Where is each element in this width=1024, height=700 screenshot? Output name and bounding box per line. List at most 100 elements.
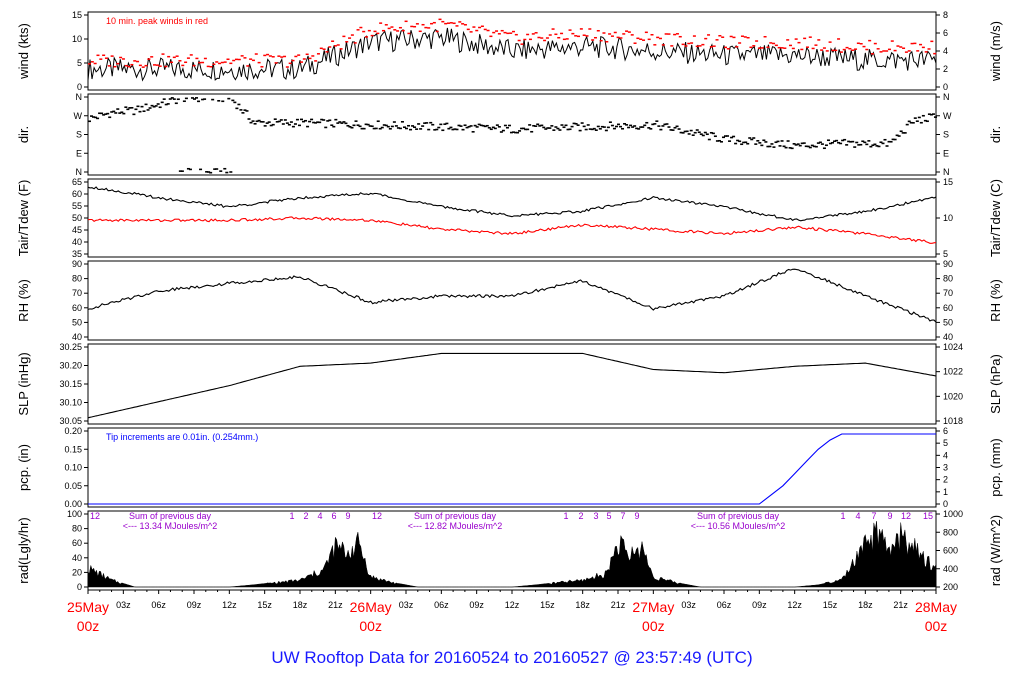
peak-wind-mark [138, 64, 142, 67]
direction-point [796, 143, 800, 145]
peak-wind-mark [673, 33, 677, 36]
direction-point [419, 128, 423, 130]
peak-wind-mark [401, 29, 405, 32]
direction-point [120, 111, 124, 114]
direction-point [748, 137, 752, 139]
peak-wind-mark [537, 36, 541, 39]
direction-point [336, 122, 340, 124]
direction-point [873, 143, 877, 146]
direction-point [885, 145, 889, 147]
peak-wind-mark [865, 48, 869, 51]
direction-point [897, 135, 901, 137]
time-tick-label: 18z [858, 600, 873, 610]
peak-wind-mark [825, 50, 829, 52]
series-line [87, 268, 937, 323]
peak-wind-mark [692, 35, 696, 37]
direction-point [415, 128, 419, 130]
peak-wind-mark [348, 37, 352, 39]
peak-wind-mark [427, 27, 431, 29]
y-tick-label-right: N [943, 92, 950, 102]
peak-wind-mark [709, 46, 713, 48]
peak-wind-mark [780, 47, 784, 49]
direction-point [138, 110, 142, 113]
peak-wind-mark [274, 62, 278, 64]
peak-wind-mark [314, 60, 318, 62]
direction-point [758, 142, 762, 144]
peak-wind-mark [127, 65, 131, 68]
peak-wind-mark [325, 51, 329, 53]
peak-wind-mark [653, 44, 657, 46]
peak-wind-mark [800, 48, 804, 51]
direction-point [814, 145, 818, 148]
direction-point [929, 113, 933, 116]
peak-wind-mark [444, 22, 448, 25]
direction-point [152, 105, 156, 108]
direction-point [413, 126, 417, 129]
peak-wind-mark [328, 46, 332, 48]
peak-wind-mark [136, 60, 140, 63]
peak-wind-mark [495, 30, 499, 32]
peak-wind-mark [690, 42, 694, 44]
direction-point [616, 123, 620, 126]
direction-point [669, 129, 673, 131]
y-tick-label-left: 0.15 [64, 444, 82, 454]
direction-point [526, 128, 530, 131]
direction-point [291, 125, 295, 128]
direction-point [612, 127, 616, 130]
direction-point [459, 125, 463, 127]
y-axis-label-right: dir. [988, 126, 1003, 143]
direction-point [249, 121, 253, 124]
radiation-area [87, 521, 937, 588]
peak-wind-mark [568, 29, 572, 31]
peak-wind-mark [543, 39, 547, 42]
y-tick-label-left: 30.10 [59, 398, 82, 408]
peak-wind-mark [794, 38, 798, 40]
direction-point [592, 127, 596, 130]
direction-point [859, 143, 863, 146]
direction-point [711, 132, 715, 135]
peak-wind-mark [336, 44, 340, 46]
daily-sum-label: Sum of previous day [697, 511, 780, 521]
peak-wind-mark [144, 64, 148, 67]
direction-point [356, 124, 360, 127]
peak-wind-mark [740, 35, 744, 37]
direction-point [621, 127, 625, 130]
direction-point [358, 125, 362, 128]
direction-point [518, 130, 522, 132]
direction-point [457, 124, 461, 127]
direction-point [439, 123, 443, 126]
direction-point [804, 145, 808, 148]
direction-point [505, 126, 509, 129]
peak-wind-mark [195, 57, 199, 60]
direction-point [237, 103, 241, 106]
y-tick-label-left: 5 [77, 58, 82, 68]
direction-point [580, 122, 584, 124]
peak-wind-mark [232, 59, 236, 62]
peak-wind-mark [430, 22, 434, 25]
peak-wind-mark [605, 41, 609, 43]
peak-wind-mark [732, 36, 736, 39]
direction-point [695, 129, 699, 131]
peak-wind-mark [243, 57, 247, 59]
direction-point [144, 103, 148, 106]
direction-point [362, 127, 366, 130]
direction-point [354, 120, 358, 122]
direction-point [304, 119, 308, 122]
y-tick-label-right: 1022 [943, 367, 963, 377]
direction-point [849, 141, 853, 143]
peak-wind-mark [353, 42, 357, 44]
direction-point [110, 111, 114, 113]
panel-annotation: 10 min. peak winds in red [106, 16, 208, 26]
direction-point [197, 100, 201, 103]
direction-point [600, 125, 604, 128]
direction-point [707, 138, 711, 141]
peak-wind-mark [839, 51, 843, 53]
direction-point [514, 131, 518, 134]
direction-point [703, 131, 707, 134]
y-tick-label-right: W [943, 111, 952, 121]
direction-point [140, 105, 144, 108]
direction-point [671, 129, 675, 131]
peak-wind-mark [365, 36, 369, 38]
peak-wind-mark [616, 36, 620, 39]
direction-point [659, 128, 663, 131]
